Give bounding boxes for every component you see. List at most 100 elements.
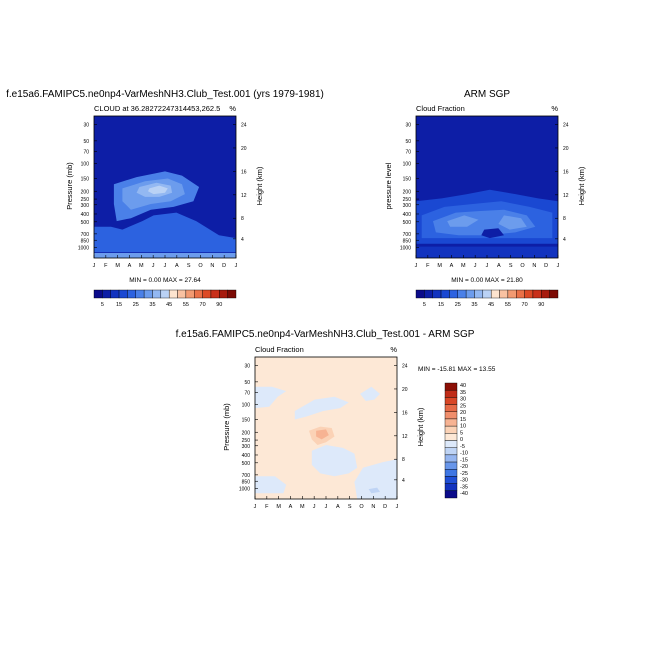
y-tick-label-pressure: 100 [81, 162, 90, 168]
colorbar-swatch [102, 289, 111, 299]
x-tick-label: S [509, 263, 513, 269]
colorbar-swatch [93, 289, 103, 299]
colorbar-swatch [490, 289, 500, 299]
colorbar-swatch [541, 289, 550, 299]
panel-model-units: % [229, 104, 236, 113]
colorbar-swatch [444, 397, 458, 405]
colorbar-label: 15 [460, 417, 466, 423]
colorbar-label: 5 [423, 302, 426, 308]
colorbar-swatch [227, 289, 237, 299]
colorbar-swatch [160, 289, 170, 299]
colorbar-label: 15 [116, 302, 122, 308]
colorbar-label: 25 [455, 302, 461, 308]
colorbar-swatch [415, 289, 425, 299]
panel-obs-colorbar: 5 15 25 35 45 55 70 90 [415, 289, 559, 308]
colorbar-swatch [110, 289, 120, 299]
y-tick-label-pressure: 850 [81, 238, 90, 244]
y-tick-label-pressure: 150 [403, 176, 412, 182]
y-tick-label-pressure: 200 [242, 430, 251, 436]
x-tick-label: M [115, 263, 120, 269]
heatmap-contour-region [255, 476, 287, 494]
x-tick-label: J [557, 263, 560, 269]
y-tick-label-pressure: 700 [403, 232, 412, 238]
colorbar-swatch [424, 289, 433, 299]
x-tick-label: O [198, 263, 203, 269]
colorbar-swatch [444, 425, 458, 434]
colorbar-swatch [482, 289, 492, 299]
x-tick-label: A [497, 263, 501, 269]
y-tick-label-pressure: 250 [81, 197, 90, 203]
y-tick-label-height: 16 [402, 410, 408, 416]
y-tick-label-pressure: 850 [242, 479, 251, 485]
y-tick-label-pressure: 70 [405, 150, 411, 156]
colorbar-swatch [449, 289, 458, 299]
y-tick-label-height: 8 [402, 457, 405, 463]
x-tick-label: N [371, 504, 375, 510]
colorbar-label: -5 [460, 444, 465, 450]
colorbar-label: 30 [460, 397, 466, 403]
colorbar-label: 55 [505, 302, 511, 308]
y-tick-label-pressure: 1000 [400, 245, 411, 251]
x-tick-label: F [104, 263, 108, 269]
x-tick-label: O [359, 504, 364, 510]
heatmap-contour-region [368, 487, 380, 494]
colorbar-swatch [444, 389, 458, 398]
x-tick-label: F [426, 263, 430, 269]
colorbar-swatch [444, 490, 458, 499]
y-tick-label-height: 12 [402, 434, 408, 440]
y-tick-label-pressure: 70 [244, 391, 250, 397]
x-tick-label: J [152, 263, 155, 269]
panel-obs: ARM SGP Cloud Fraction % J F M A M J J A S O N D J 30… [384, 89, 586, 308]
colorbar-label: 90 [538, 302, 544, 308]
y-tick-label-pressure: 50 [405, 139, 411, 145]
colorbar-swatch [457, 289, 467, 299]
colorbar-swatch [499, 289, 509, 299]
x-tick-label: A [336, 504, 340, 510]
y-tick-label-height: 4 [402, 478, 405, 484]
colorbar-label: 35 [471, 302, 477, 308]
colorbar-swatch [507, 289, 517, 299]
colorbar-swatch [143, 289, 153, 299]
colorbar-swatch [444, 404, 458, 412]
x-tick-label: A [450, 263, 454, 269]
colorbar-label: 20 [460, 410, 466, 416]
x-tick-label: D [222, 263, 226, 269]
colorbar-label: 70 [200, 302, 206, 308]
y-tick-label-pressure: 500 [242, 461, 251, 467]
colorbar-label: -25 [460, 471, 468, 477]
y-tick-label-pressure: 300 [403, 203, 412, 209]
panel-diff-units: % [390, 345, 397, 354]
heatmap-contour-region [481, 228, 504, 239]
panel-obs-ylabel-right: Height (km) [577, 166, 586, 205]
x-tick-label: M [276, 504, 281, 510]
x-tick-label: D [544, 263, 548, 269]
panel-model-subtitle: CLOUD at 36.28272247314453,262.5 [94, 104, 220, 113]
y-tick-label-pressure: 100 [242, 403, 251, 409]
y-tick-label-pressure: 150 [242, 417, 251, 423]
colorbar-swatch [432, 289, 442, 299]
y-tick-label-pressure: 250 [403, 197, 412, 203]
colorbar-swatch [152, 289, 162, 299]
y-tick-label-pressure: 30 [244, 364, 250, 370]
x-tick-label: A [128, 263, 132, 269]
panel-obs-minmax: MIN = 0.00 MAX = 21.80 [451, 277, 523, 284]
colorbar-swatch [194, 289, 203, 299]
y-tick-label-pressure: 300 [242, 444, 251, 450]
panel-model-colorbar: 5 15 25 35 45 55 70 90 [93, 289, 237, 308]
panel-model-ylabel-right: Height (km) [255, 166, 264, 205]
colorbar-swatch [210, 289, 220, 299]
panel-model-ylabel-left: Pressure (mb) [65, 162, 74, 210]
colorbar-swatch [444, 382, 458, 391]
y-tick-label-height: 24 [241, 123, 247, 129]
colorbar-label: 45 [488, 302, 494, 308]
y-tick-label-pressure: 850 [403, 238, 412, 244]
y-tick-label-pressure: 400 [242, 453, 251, 459]
colorbar-swatch [444, 461, 458, 470]
panel-model: f.e15a6.FAMIPC5.ne0np4-VarMeshNH3.Club_T… [6, 89, 324, 308]
panel-diff-subtitle: Cloud Fraction [255, 345, 304, 354]
colorbar-swatch [118, 289, 128, 299]
panel-diff-ylabel-left: Pressure (mb) [222, 403, 231, 451]
